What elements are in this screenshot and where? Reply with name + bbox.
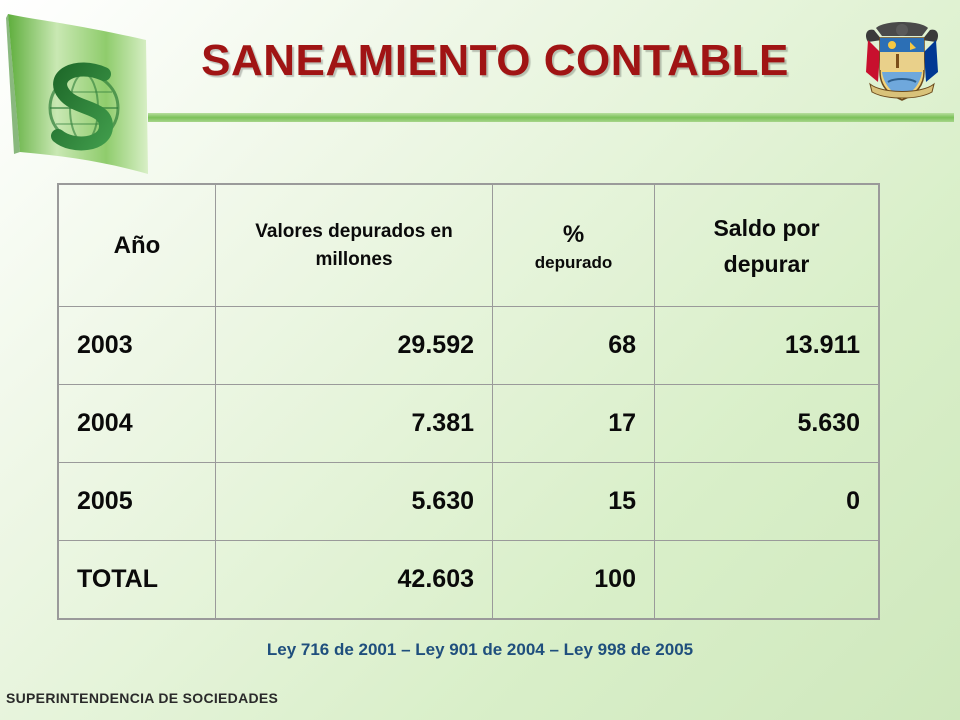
header-valores: Valores depurados en millones [215, 183, 493, 307]
cell-year: 2003 [57, 306, 216, 385]
cell-valores: 7.381 [215, 384, 493, 463]
cell-saldo: 5.630 [654, 384, 880, 463]
table-row: 2004 7.381 17 5.630 [57, 384, 880, 463]
header-year: Año [57, 183, 216, 307]
header-pct-label: depurado [534, 252, 613, 272]
accounting-table: Año Valores depurados en millones % depu… [57, 183, 880, 620]
cell-saldo [654, 540, 880, 620]
header-divider-bar [148, 113, 954, 122]
header-pct-symbol: % [562, 220, 585, 248]
page-title: SANEAMIENTO CONTABLE [201, 36, 789, 85]
cell-pct: 15 [492, 462, 655, 541]
cell-valores: 29.592 [215, 306, 493, 385]
cell-year: 2005 [57, 462, 216, 541]
cell-saldo: 0 [654, 462, 880, 541]
table-row: 2005 5.630 15 0 [57, 462, 880, 541]
cell-valores: 5.630 [215, 462, 493, 541]
cell-pct: 17 [492, 384, 655, 463]
cell-year: TOTAL [57, 540, 216, 620]
cell-year: 2004 [57, 384, 216, 463]
cell-pct: 100 [492, 540, 655, 620]
legal-footnote: Ley 716 de 2001 – Ley 901 de 2004 – Ley … [266, 640, 694, 659]
colombia-coat-of-arms-icon [866, 22, 938, 101]
superintendencia-logo-icon [6, 14, 148, 174]
header-saldo: Saldo por depurar [654, 183, 880, 307]
table-header-row: Año Valores depurados en millones % depu… [57, 183, 880, 307]
header-pct: % depurado [492, 183, 655, 307]
cell-valores: 42.603 [215, 540, 493, 620]
table-row: 2003 29.592 68 13.911 [57, 306, 880, 385]
table-row-total: TOTAL 42.603 100 [57, 540, 880, 620]
cell-pct: 68 [492, 306, 655, 385]
cell-saldo: 13.911 [654, 306, 880, 385]
organization-name: SUPERINTENDENCIA DE SOCIEDADES [6, 690, 279, 706]
